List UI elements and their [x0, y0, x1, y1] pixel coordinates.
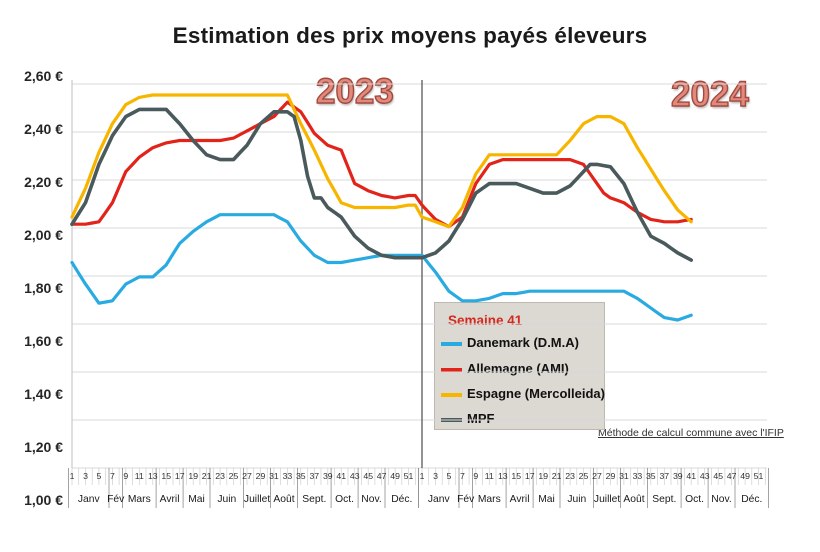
svg-text:Nov.: Nov.: [711, 494, 731, 505]
svg-text:Oct.: Oct.: [685, 494, 704, 505]
svg-text:45: 45: [363, 471, 373, 481]
svg-text:19: 19: [538, 471, 548, 481]
svg-text:41: 41: [336, 471, 346, 481]
svg-text:5: 5: [96, 471, 101, 481]
svg-text:Déc.: Déc.: [741, 494, 762, 505]
svg-text:21: 21: [552, 471, 562, 481]
svg-text:29: 29: [606, 471, 616, 481]
svg-text:Janv: Janv: [78, 494, 101, 505]
svg-text:13: 13: [498, 471, 508, 481]
svg-text:35: 35: [296, 471, 306, 481]
svg-text:Mai: Mai: [538, 494, 555, 505]
svg-text:43: 43: [350, 471, 360, 481]
svg-text:9: 9: [473, 471, 478, 481]
svg-text:Juillet: Juillet: [244, 494, 270, 505]
svg-text:49: 49: [390, 471, 400, 481]
svg-text:Sept.: Sept.: [652, 494, 676, 505]
svg-text:23: 23: [565, 471, 575, 481]
svg-text:Mars: Mars: [128, 494, 151, 505]
svg-text:Juin: Juin: [567, 494, 586, 505]
svg-text:13: 13: [148, 471, 158, 481]
svg-text:35: 35: [646, 471, 656, 481]
svg-text:Sept.: Sept.: [302, 494, 326, 505]
svg-text:Mai: Mai: [188, 494, 205, 505]
svg-text:39: 39: [323, 471, 333, 481]
svg-text:49: 49: [740, 471, 750, 481]
svg-text:37: 37: [309, 471, 319, 481]
svg-text:41: 41: [686, 471, 696, 481]
svg-text:15: 15: [161, 471, 171, 481]
svg-text:31: 31: [619, 471, 629, 481]
svg-text:7: 7: [460, 471, 465, 481]
svg-text:21: 21: [202, 471, 212, 481]
svg-text:9: 9: [123, 471, 128, 481]
svg-text:15: 15: [511, 471, 521, 481]
svg-text:Fév: Fév: [457, 494, 475, 505]
svg-text:27: 27: [592, 471, 602, 481]
svg-text:Juillet: Juillet: [594, 494, 620, 505]
svg-text:43: 43: [700, 471, 710, 481]
svg-text:45: 45: [713, 471, 723, 481]
svg-text:Mars: Mars: [478, 494, 501, 505]
svg-text:19: 19: [188, 471, 198, 481]
svg-text:25: 25: [229, 471, 239, 481]
svg-text:51: 51: [754, 471, 764, 481]
svg-text:47: 47: [727, 471, 737, 481]
svg-text:Juin: Juin: [217, 494, 236, 505]
svg-text:37: 37: [659, 471, 669, 481]
svg-text:33: 33: [633, 471, 643, 481]
svg-text:51: 51: [404, 471, 414, 481]
svg-text:23: 23: [215, 471, 225, 481]
svg-text:39: 39: [673, 471, 683, 481]
svg-text:17: 17: [175, 471, 185, 481]
svg-text:Août: Août: [273, 494, 294, 505]
svg-text:7: 7: [110, 471, 115, 481]
svg-text:11: 11: [135, 471, 144, 481]
svg-text:1: 1: [420, 471, 425, 481]
svg-text:Fév: Fév: [107, 494, 125, 505]
svg-text:Avril: Avril: [510, 494, 530, 505]
svg-text:33: 33: [283, 471, 293, 481]
svg-text:Avril: Avril: [160, 494, 180, 505]
svg-text:Août: Août: [623, 494, 644, 505]
svg-text:25: 25: [579, 471, 589, 481]
svg-text:17: 17: [525, 471, 535, 481]
svg-text:27: 27: [242, 471, 252, 481]
svg-text:Nov.: Nov.: [361, 494, 381, 505]
svg-text:31: 31: [269, 471, 279, 481]
svg-text:Oct.: Oct.: [335, 494, 354, 505]
svg-text:5: 5: [446, 471, 451, 481]
svg-text:11: 11: [485, 471, 494, 481]
svg-text:47: 47: [377, 471, 387, 481]
svg-text:3: 3: [433, 471, 438, 481]
svg-text:1: 1: [70, 471, 75, 481]
svg-text:29: 29: [256, 471, 266, 481]
svg-text:Janv: Janv: [428, 494, 451, 505]
svg-text:3: 3: [83, 471, 88, 481]
svg-text:Déc.: Déc.: [391, 494, 412, 505]
